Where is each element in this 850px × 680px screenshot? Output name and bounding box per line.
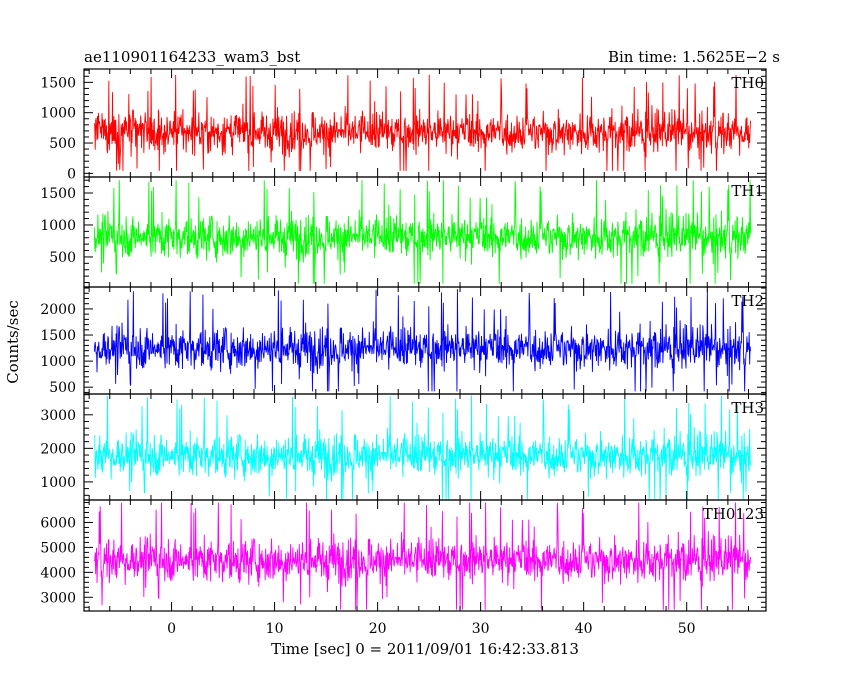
x-axis-label: Time [sec] 0 = 2011/09/01 16:42:33.813 (271, 640, 579, 658)
y-tick-label: 1500 (40, 328, 76, 344)
axes-layer: TH0050010001500TH150010001500TH250010001… (40, 68, 767, 637)
y-tick-label: 1500 (40, 75, 76, 91)
text-layer: ae110901164233_wam3_bst Bin time: 1.5625… (4, 48, 780, 658)
chart-title: ae110901164233_wam3_bst (84, 48, 300, 66)
series-th0 (93, 74, 751, 171)
panel-label-th3: TH3 (731, 399, 764, 417)
panel-label-th0123: TH0123 (703, 505, 764, 523)
y-tick-label: 5000 (40, 540, 76, 556)
y-tick-label: 1000 (40, 218, 76, 234)
series-th2 (93, 289, 751, 392)
x-tick-label: 40 (575, 621, 593, 637)
x-tick-label: 30 (472, 621, 490, 637)
series-th1 (93, 180, 751, 284)
y-tick-label: 3000 (40, 408, 76, 424)
panel-label-th1: TH1 (731, 182, 764, 200)
y-tick-label: 6000 (40, 515, 76, 531)
y-tick-label: 500 (49, 136, 76, 152)
y-tick-label: 3000 (40, 590, 76, 606)
series-th0123 (93, 502, 751, 610)
panel-frame-th0123 (83, 499, 767, 612)
y-tick-label: 1500 (40, 186, 76, 202)
y-tick-label: 2000 (40, 302, 76, 318)
panel-label-th2: TH2 (731, 292, 764, 310)
y-axis-label: Counts/sec (4, 300, 22, 384)
y-tick-label: 2000 (40, 441, 76, 457)
bin-time-label: Bin time: 1.5625E−2 s (608, 48, 780, 66)
panel-label-th0: TH0 (731, 74, 764, 92)
y-tick-label: 1000 (40, 475, 76, 491)
y-tick-label: 0 (67, 166, 76, 182)
y-tick-label: 1000 (40, 106, 76, 122)
y-tick-label: 4000 (40, 565, 76, 581)
x-tick-label: 10 (266, 621, 284, 637)
x-tick-label: 20 (369, 621, 387, 637)
x-tick-label: 50 (678, 621, 696, 637)
y-tick-label: 500 (49, 380, 76, 396)
y-tick-label: 1000 (40, 354, 76, 370)
y-tick-label: 500 (49, 250, 76, 266)
x-tick-label: 0 (167, 621, 176, 637)
series-th3 (94, 395, 751, 500)
series-layer (93, 74, 751, 610)
